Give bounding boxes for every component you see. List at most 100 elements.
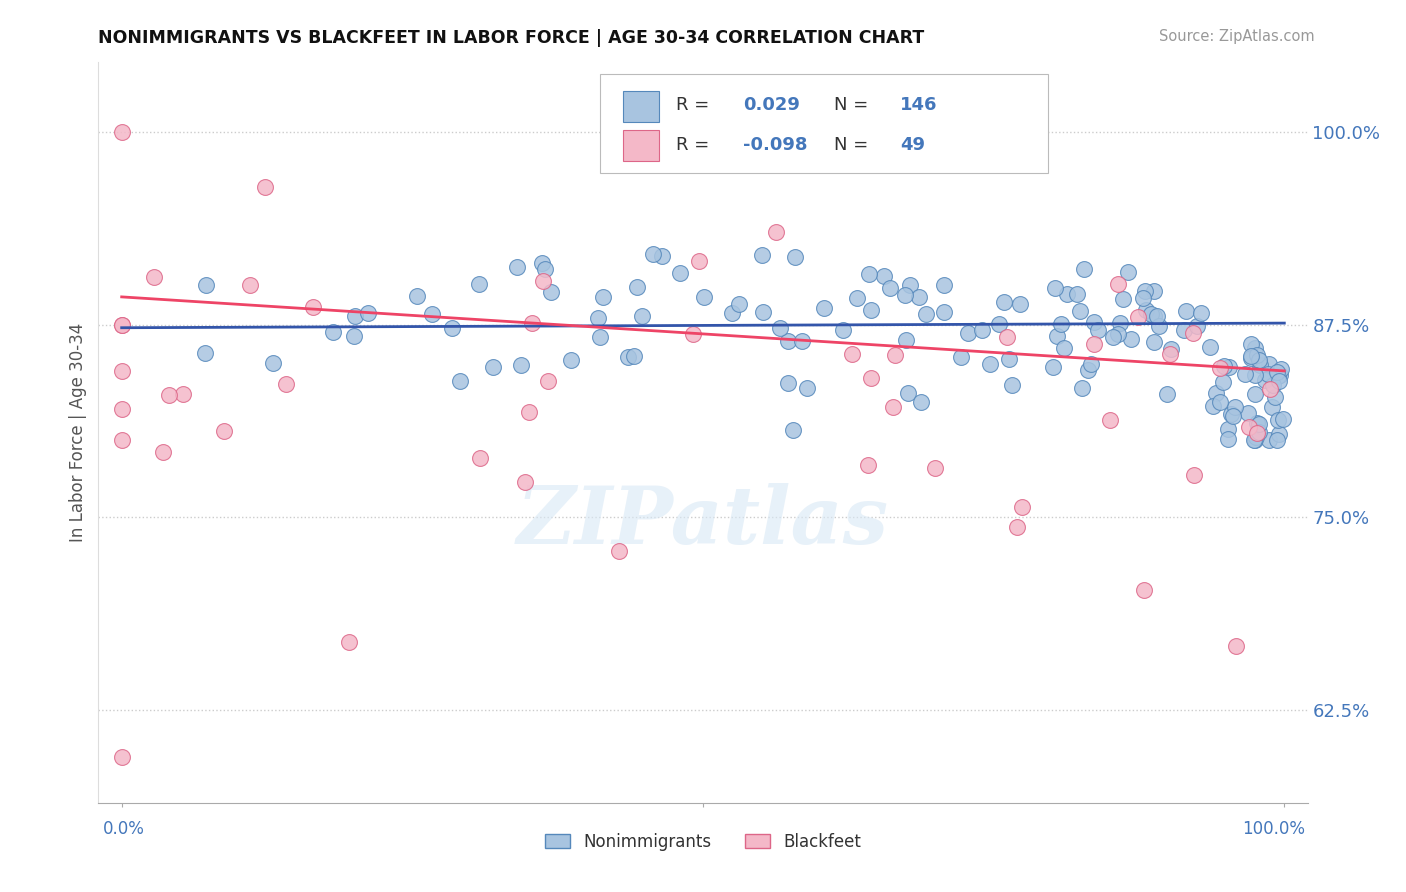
Point <box>1246 425 1268 440</box>
Point <box>513 475 536 489</box>
Point <box>1268 368 1291 383</box>
Point <box>1083 315 1105 329</box>
Point <box>143 270 166 285</box>
Point <box>302 300 325 314</box>
Point <box>765 225 787 239</box>
Point <box>1066 287 1088 301</box>
Point <box>894 287 917 301</box>
Point <box>1142 284 1164 298</box>
Point <box>1260 382 1282 396</box>
Point <box>1246 430 1268 444</box>
Point <box>1249 359 1271 373</box>
Text: 100.0%: 100.0% <box>1241 820 1305 838</box>
Point <box>1234 367 1257 381</box>
Point <box>972 322 994 336</box>
Y-axis label: In Labor Force | Age 30-34: In Labor Force | Age 30-34 <box>69 323 87 542</box>
Point <box>1132 291 1154 305</box>
FancyBboxPatch shape <box>623 91 659 121</box>
Point <box>560 352 582 367</box>
Point <box>1220 407 1243 421</box>
Point <box>1112 293 1135 307</box>
Point <box>898 277 921 292</box>
Point <box>1001 377 1024 392</box>
Point <box>1175 304 1198 318</box>
Point <box>1244 434 1267 448</box>
Text: Source: ZipAtlas.com: Source: ZipAtlas.com <box>1159 29 1315 45</box>
Point <box>1182 467 1205 482</box>
Point <box>1267 413 1289 427</box>
Point <box>1049 317 1071 331</box>
Point <box>832 323 855 337</box>
Point <box>1160 342 1182 356</box>
Point <box>1069 303 1091 318</box>
Point <box>172 387 194 401</box>
Point <box>1270 362 1292 376</box>
Point <box>860 371 883 385</box>
Point <box>910 395 932 409</box>
Point <box>1126 310 1149 325</box>
Point <box>859 302 882 317</box>
Point <box>846 291 869 305</box>
Point <box>1225 639 1247 653</box>
Text: R =: R = <box>676 96 716 114</box>
Point <box>1156 386 1178 401</box>
Point <box>531 274 554 288</box>
Point <box>1080 357 1102 371</box>
Point <box>688 254 710 268</box>
Point <box>1146 310 1168 324</box>
Point <box>1182 326 1205 341</box>
Text: N =: N = <box>834 96 873 114</box>
Point <box>932 305 955 319</box>
Point <box>111 749 134 764</box>
Point <box>111 318 134 332</box>
Point <box>1109 316 1132 330</box>
Point <box>841 347 863 361</box>
Point <box>1244 368 1267 383</box>
Point <box>111 434 134 448</box>
Point <box>214 424 236 438</box>
Point <box>440 321 463 335</box>
Point <box>1237 420 1260 434</box>
Point <box>343 309 366 323</box>
Point <box>956 326 979 341</box>
Point <box>1071 381 1094 395</box>
Point <box>1011 500 1033 514</box>
FancyBboxPatch shape <box>623 130 659 161</box>
Point <box>530 256 553 270</box>
Point <box>782 423 804 437</box>
Point <box>1173 323 1195 337</box>
Point <box>651 249 673 263</box>
Point <box>1265 365 1288 379</box>
Point <box>537 374 560 388</box>
Point <box>1265 434 1288 448</box>
Point <box>1147 319 1170 334</box>
Point <box>924 461 946 475</box>
Point <box>152 445 174 459</box>
Point <box>534 261 557 276</box>
Point <box>517 405 540 419</box>
Point <box>1116 265 1139 279</box>
Text: NONIMMIGRANTS VS BLACKFEET IN LABOR FORCE | AGE 30-34 CORRELATION CHART: NONIMMIGRANTS VS BLACKFEET IN LABOR FORC… <box>98 29 925 47</box>
Point <box>1212 376 1234 390</box>
Point <box>1077 363 1099 377</box>
Point <box>1247 425 1270 440</box>
Point <box>1056 286 1078 301</box>
Point <box>322 325 344 339</box>
Point <box>540 285 562 299</box>
Point <box>607 543 630 558</box>
Point <box>1212 359 1234 374</box>
Point <box>195 278 218 293</box>
Point <box>343 329 366 343</box>
Point <box>356 306 378 320</box>
Text: 49: 49 <box>900 136 925 154</box>
Point <box>1268 426 1291 441</box>
Point <box>1209 395 1232 409</box>
Point <box>1209 361 1232 376</box>
Point <box>1257 367 1279 381</box>
Point <box>1133 284 1156 298</box>
Point <box>1268 375 1291 389</box>
Point <box>1249 353 1271 368</box>
Point <box>858 267 880 281</box>
Point <box>1139 307 1161 321</box>
Point <box>682 326 704 341</box>
